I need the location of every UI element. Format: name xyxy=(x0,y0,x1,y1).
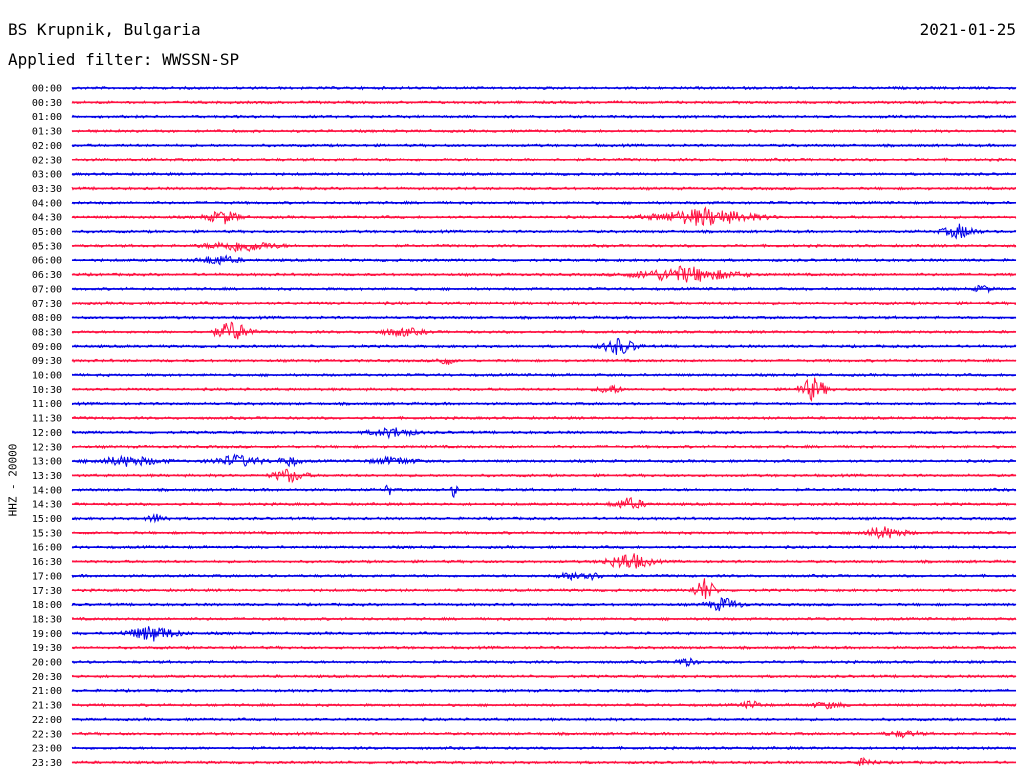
trace-line xyxy=(71,241,1017,253)
tick-label: 09:00 xyxy=(32,342,62,353)
tick-label: 23:30 xyxy=(32,758,62,769)
tick-label: 01:30 xyxy=(32,127,62,138)
trace-line xyxy=(71,484,1017,499)
tick-label: 21:30 xyxy=(32,701,62,712)
tick-label: 04:00 xyxy=(32,198,62,209)
tick-label: 07:30 xyxy=(32,299,62,310)
tick-label: 09:30 xyxy=(32,356,62,367)
tick-label: 04:30 xyxy=(32,213,62,224)
tick-label: 15:00 xyxy=(32,514,62,525)
date-label: 2021-01-25 xyxy=(919,20,1016,39)
tick-label: 14:30 xyxy=(32,500,62,511)
tick-label: 01:00 xyxy=(32,112,62,123)
tick-label: 18:30 xyxy=(32,614,62,625)
trace-line xyxy=(71,321,1017,340)
tick-label: 22:30 xyxy=(32,729,62,740)
tick-label: 13:30 xyxy=(32,471,62,482)
tick-label: 07:00 xyxy=(32,284,62,295)
tick-label: 19:30 xyxy=(32,643,62,654)
tick-label: 03:30 xyxy=(32,184,62,195)
tick-label: 13:00 xyxy=(32,457,62,468)
tick-label: 03:00 xyxy=(32,170,62,181)
tick-label: 11:30 xyxy=(32,414,62,425)
tick-label: 16:30 xyxy=(32,557,62,568)
filter-label: Applied filter: WWSSN-SP xyxy=(8,50,240,69)
tick-label: 02:00 xyxy=(32,141,62,152)
tick-label: 02:30 xyxy=(32,155,62,166)
station-title: BS Krupnik, Bulgaria xyxy=(8,20,201,39)
tick-label: 08:00 xyxy=(32,313,62,324)
time-tick-labels: 00:00 00:30 01:00 01:30 02:00 02:30 03:00 03:30… xyxy=(32,84,62,769)
tick-label: 17:30 xyxy=(32,586,62,597)
tick-label: 21:00 xyxy=(32,686,62,697)
trace-line xyxy=(71,265,1016,283)
tick-label: 08:30 xyxy=(32,327,62,338)
tick-label: 16:00 xyxy=(32,543,62,554)
tick-label: 20:00 xyxy=(32,658,62,669)
seismic-traces xyxy=(71,85,1017,767)
tick-label: 19:00 xyxy=(32,629,62,640)
tick-label: 12:30 xyxy=(32,442,62,453)
tick-label: 06:30 xyxy=(32,270,62,281)
tick-label: 00:00 xyxy=(32,84,62,95)
trace-line xyxy=(71,496,1017,510)
tick-label: 22:00 xyxy=(32,715,62,726)
tick-label: 17:00 xyxy=(32,571,62,582)
tick-label: 18:00 xyxy=(32,600,62,611)
tick-label: 23:00 xyxy=(32,744,62,755)
tick-label: 05:30 xyxy=(32,241,62,252)
tick-label: 10:00 xyxy=(32,371,62,382)
tick-label: 05:00 xyxy=(32,227,62,238)
tick-label: 10:30 xyxy=(32,385,62,396)
tick-label: 15:30 xyxy=(32,528,62,539)
tick-label: 12:00 xyxy=(32,428,62,439)
tick-label: 14:00 xyxy=(32,485,62,496)
tick-label: 11:00 xyxy=(32,399,62,410)
tick-label: 00:30 xyxy=(32,98,62,109)
trace-line xyxy=(71,578,1016,600)
tick-label: 06:00 xyxy=(32,256,62,267)
tick-label: 20:30 xyxy=(32,672,62,683)
